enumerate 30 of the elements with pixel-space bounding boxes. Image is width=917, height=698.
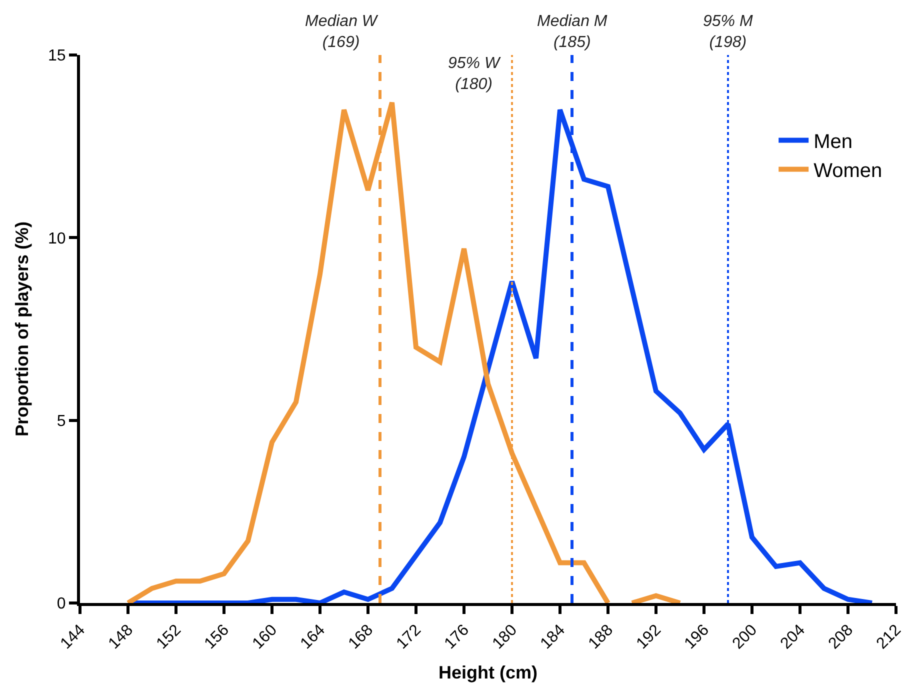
y-tick-label: 15 (48, 48, 66, 65)
x-tick-label: 180 (490, 622, 521, 653)
x-tick-label: 204 (778, 622, 809, 653)
y-tick-label: 0 (56, 596, 66, 613)
x-tick-label: 212 (874, 622, 905, 653)
x-tick-label: 156 (202, 622, 233, 653)
x-tick-label: 188 (586, 622, 617, 653)
x-axis-title: Height (cm) (438, 662, 538, 683)
x-tick-label: 148 (106, 622, 137, 653)
ref-line-label: Median W (169) (305, 13, 379, 51)
legend-label: Women (814, 160, 882, 182)
x-tick-label: 208 (826, 622, 857, 653)
x-tick-label: 168 (346, 622, 377, 653)
x-tick-label: 160 (250, 622, 281, 653)
legend-label: Men (814, 131, 853, 154)
x-tick-label: 196 (682, 622, 713, 653)
x-tick-label: 152 (154, 622, 185, 653)
x-tick-label: 192 (634, 622, 665, 653)
ref-line-label: Median M (185) (537, 13, 608, 51)
y-axis-title: Proportion of players (%) (12, 221, 32, 437)
y-tick-label: 10 (48, 230, 66, 248)
ref-line-label: 95% W (180) (448, 55, 502, 93)
x-tick-label: 200 (730, 622, 761, 653)
ref-line-label: 95% M (198) (703, 13, 754, 51)
x-tick-label: 184 (538, 622, 569, 653)
x-tick-label: 172 (394, 622, 425, 653)
x-tick-label: 164 (298, 622, 329, 653)
y-tick-label: 5 (56, 412, 66, 430)
x-tick-label: 144 (58, 622, 89, 653)
x-tick-label: 176 (442, 622, 473, 653)
